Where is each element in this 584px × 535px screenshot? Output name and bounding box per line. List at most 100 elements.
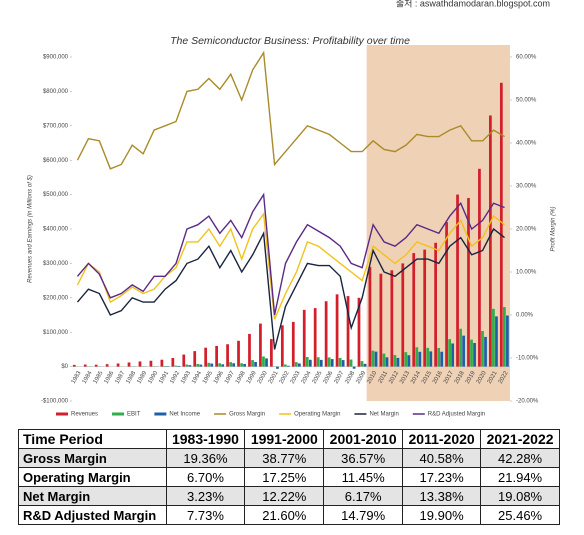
bar — [254, 362, 257, 367]
bar — [284, 364, 287, 367]
bar — [174, 365, 178, 367]
bar — [404, 352, 408, 367]
bar — [163, 365, 167, 367]
table-cell: 1983-1990 — [165, 429, 246, 449]
source: 출처 : aswathdamodaran.blogspot.com — [396, 0, 550, 8]
y2-tick-label: 30.00% — [516, 184, 537, 190]
bar — [503, 307, 506, 367]
legend-label: Revenues — [71, 412, 98, 418]
bar — [182, 354, 186, 367]
bar — [456, 194, 459, 367]
bar — [171, 358, 175, 367]
legend-label: Net Income — [169, 412, 200, 418]
bar — [437, 348, 441, 367]
table-cell: 2001-2010 — [323, 429, 404, 449]
bar — [481, 330, 484, 367]
table-cell: 3.23% — [165, 486, 246, 506]
bar — [412, 253, 416, 367]
bar — [319, 359, 323, 367]
bar — [270, 339, 273, 367]
table-cell: 6.17% — [323, 486, 404, 506]
bar — [393, 355, 397, 367]
bar — [188, 365, 192, 367]
bar — [160, 359, 164, 367]
line — [76, 192, 505, 316]
bar — [363, 363, 367, 367]
bar — [499, 82, 503, 367]
table-cell: 11.45% — [323, 467, 404, 487]
bar — [473, 343, 476, 367]
bar — [193, 351, 197, 367]
bar — [218, 363, 222, 367]
y2-tick-label: 10.00% — [516, 270, 537, 276]
bar — [484, 336, 487, 367]
table-cell: 21.60% — [244, 505, 325, 525]
table-cell: 17.25% — [244, 467, 325, 487]
bar — [445, 222, 448, 367]
y2-tick-label: 60.00% — [516, 55, 537, 61]
bar — [382, 353, 386, 367]
table-cell: 2021-2022 — [480, 429, 560, 449]
y-tick-label: $800,000 — [43, 89, 69, 95]
table-cell: 21.94% — [480, 467, 560, 487]
bar — [116, 363, 120, 367]
bar — [448, 339, 451, 367]
bar — [492, 308, 495, 367]
bar — [426, 347, 430, 367]
bar — [215, 345, 218, 367]
y2-axis-label: Profit Margin (%) — [551, 206, 557, 251]
y-tick-label: $0 — [61, 364, 68, 370]
bar — [94, 364, 98, 367]
table-row: Gross Margin 19.36% 38.77% 36.57% 40.58% 42.2… — [18, 448, 560, 468]
bar — [308, 359, 312, 367]
bar — [368, 266, 372, 367]
bar — [357, 297, 361, 367]
table-cell: 38.77% — [244, 448, 325, 468]
bar — [199, 364, 203, 367]
table-row: Operating Margin 6.70% 17.25% 11.45% 17.23% 2… — [18, 467, 560, 487]
table-cell: 19.08% — [480, 486, 560, 506]
table-cell: Time Period — [18, 429, 167, 449]
legend-label: Net Margin — [369, 412, 398, 418]
legend-label: EBIT — [127, 412, 141, 418]
table-cell: 19.90% — [402, 505, 482, 525]
y-tick-label: $400,000 — [43, 227, 69, 233]
bar — [360, 361, 364, 367]
table-row: R&D Adjusted Margin 7.73% 21.60% 14.79% 19.9… — [18, 505, 560, 525]
bar — [149, 360, 153, 367]
chart-title: The Semiconductor Business: Profitabilit… — [170, 35, 410, 47]
y-tick-label: $900,000 — [43, 55, 69, 61]
bar — [407, 355, 411, 367]
bar — [297, 363, 301, 367]
bar — [259, 323, 262, 367]
y2-tick-label: -20.00% — [516, 399, 539, 405]
table-cell: 13.38% — [402, 486, 482, 506]
table-cell: Net Margin — [18, 486, 167, 506]
bar — [341, 360, 345, 367]
bar — [280, 325, 284, 367]
bar — [489, 115, 492, 367]
bar — [287, 365, 290, 367]
line — [76, 212, 505, 320]
y-tick-label: $100,000 — [43, 330, 69, 336]
bar — [291, 321, 295, 367]
bar — [229, 362, 232, 367]
bar — [262, 356, 265, 367]
bar — [72, 364, 76, 367]
legend-label: R&D Adjusted Margin — [428, 412, 485, 418]
bar — [346, 296, 350, 367]
legend-label: Operating Margin — [294, 412, 340, 418]
bar — [196, 363, 200, 367]
bar — [462, 335, 465, 367]
bar — [138, 361, 142, 367]
table-cell: 42.28% — [480, 448, 560, 468]
bar — [415, 347, 419, 367]
bar — [276, 366, 279, 369]
bar — [237, 340, 240, 367]
table-cell: R&D Adjusted Margin — [18, 505, 167, 525]
chart: 출처 : aswathdamodaran.blogspot.com The Se… — [27, 0, 557, 418]
y-tick-label: $300,000 — [43, 261, 69, 267]
bar — [379, 273, 383, 367]
bar — [185, 364, 189, 367]
